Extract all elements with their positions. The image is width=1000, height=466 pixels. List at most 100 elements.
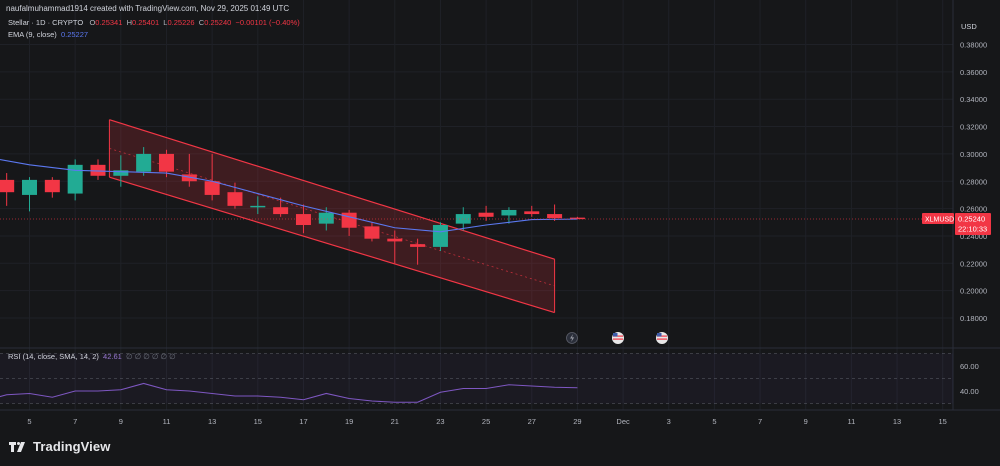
- candle-body: [44, 179, 60, 193]
- grid-lines: [0, 0, 1000, 410]
- us-flag-event-icon[interactable]: [612, 332, 624, 344]
- candle-body: [455, 214, 471, 224]
- price-axis[interactable]: 0.38000 0.36000 0.34000 0.32000 0.30000 0.280…: [960, 41, 987, 324]
- flag-stripe: [657, 335, 667, 337]
- candle-body: [158, 153, 174, 172]
- price-tick-label: 0.32000: [960, 123, 987, 132]
- price-tick-label: 0.34000: [960, 95, 987, 104]
- price-tick-label: 0.20000: [960, 287, 987, 296]
- candle-body: [90, 164, 106, 176]
- low-label: L: [163, 18, 168, 27]
- symbol-legend[interactable]: Stellar · 1D · CRYPTO O0.25341 H0.25401 …: [8, 18, 300, 27]
- price-tick-label: 0.30000: [960, 150, 987, 159]
- price-tick-label: 0.28000: [960, 177, 987, 186]
- candle-body: [524, 211, 540, 215]
- candle-body: [364, 226, 380, 239]
- candle-body: [318, 212, 334, 224]
- rsi-pane: 60.00 40.00: [0, 353, 979, 404]
- currency-label[interactable]: USD: [961, 22, 977, 31]
- candle-body: [113, 170, 129, 176]
- candle-body: [181, 174, 197, 182]
- candle-body: [501, 209, 517, 216]
- tradingview-logo[interactable]: TradingView: [9, 439, 110, 454]
- time-tick-label: 13: [893, 417, 901, 426]
- candle-body: [22, 179, 37, 195]
- high-value: 0.25401: [132, 18, 160, 27]
- price-tick-label: 0.38000: [960, 41, 987, 50]
- rsi-line: [0, 382, 578, 403]
- time-tick-label: 15: [939, 417, 947, 426]
- price-tick-label: 0.24000: [960, 232, 987, 241]
- price-tick-label: 0.26000: [960, 205, 987, 214]
- low-value: 0.25226: [167, 18, 195, 27]
- price-tick-label: 0.22000: [960, 259, 987, 268]
- time-tick-label: 11: [847, 417, 855, 426]
- time-tick-label: 3: [667, 417, 671, 426]
- candle-body: [250, 205, 266, 208]
- price-tick-label: 0.36000: [960, 68, 987, 77]
- ema-legend[interactable]: EMA (9, close) 0.25227: [8, 30, 88, 39]
- symbol-title: Stellar · 1D · CRYPTO: [8, 18, 84, 27]
- time-tick-label: 19: [345, 417, 353, 426]
- time-tick-label: 11: [163, 417, 171, 426]
- channel-upper-line[interactable]: [109, 119, 555, 260]
- lightning-event-icon[interactable]: [566, 332, 578, 344]
- candle-body: [67, 164, 83, 194]
- flag-stripe: [613, 338, 623, 340]
- change-value: −0.00101 (−0.40%): [235, 18, 300, 27]
- lightning-glyph: [570, 334, 575, 342]
- time-tick-label: 17: [299, 417, 307, 426]
- time-tick-label: 27: [528, 417, 536, 426]
- time-tick-label: 7: [73, 417, 77, 426]
- candle-body: [341, 212, 357, 228]
- time-tick-label: 9: [119, 417, 123, 426]
- us-flag-event-icon[interactable]: [656, 332, 668, 344]
- open-value: 0.25341: [95, 18, 123, 27]
- time-tick-label: 15: [254, 417, 262, 426]
- candle-body: [227, 192, 243, 206]
- rsi-tick-label: 60.00: [960, 362, 979, 371]
- time-tick-label: Dec: [616, 417, 630, 426]
- channel-lower-line[interactable]: [109, 176, 555, 314]
- rsi-value: 42.61: [103, 352, 122, 361]
- time-tick-label: 13: [208, 417, 216, 426]
- flag-stripe: [657, 338, 667, 340]
- candlestick-series: [0, 147, 585, 265]
- close-value: 0.25240: [204, 18, 232, 27]
- close-label: C: [198, 18, 205, 27]
- candle-body: [547, 214, 563, 219]
- tradingview-logo-icon: [9, 441, 25, 452]
- rsi-legend[interactable]: RSI (14, close, SMA, 14, 2) 42.61 ∅ ∅ ∅ …: [8, 352, 176, 361]
- flag-canton: [657, 333, 662, 337]
- rsi-label: RSI (14, close, SMA, 14, 2): [8, 352, 99, 361]
- ema-label: EMA (9, close): [8, 30, 57, 39]
- time-tick-label: 29: [573, 417, 581, 426]
- symbol-badge-text: XLMUSD: [925, 216, 954, 223]
- candle-body: [295, 214, 311, 226]
- event-markers[interactable]: [566, 332, 669, 344]
- rsi-empty-values: ∅ ∅ ∅ ∅ ∅ ∅: [126, 352, 176, 361]
- time-tick-label: 25: [482, 417, 490, 426]
- time-tick-label: 5: [27, 417, 31, 426]
- candle-body: [273, 207, 289, 215]
- time-tick-label: 5: [712, 417, 716, 426]
- symbol-badge-bg: [922, 212, 954, 224]
- time-tick-label: 7: [758, 417, 762, 426]
- candle-body: [432, 225, 448, 247]
- candle-body: [0, 179, 15, 193]
- ema-9-line: [0, 158, 578, 233]
- flag-canton: [613, 333, 618, 337]
- candle-body: [136, 153, 152, 172]
- time-tick-label: 21: [391, 417, 399, 426]
- time-tick-label: 23: [436, 417, 444, 426]
- candle-body: [387, 238, 403, 242]
- brand-name: TradingView: [33, 439, 111, 454]
- time-axis[interactable]: 5 7 9 11 13 15 17 19 21 23 25 27 29 Dec 3 5 7 9 11 13 15: [0, 409, 1000, 426]
- ema-line: [0, 158, 578, 233]
- rsi-tick-label: 40.00: [960, 387, 979, 396]
- candle-body: [410, 244, 426, 247]
- open-label: O: [89, 18, 96, 27]
- countdown-text: 22:10:33: [958, 224, 987, 233]
